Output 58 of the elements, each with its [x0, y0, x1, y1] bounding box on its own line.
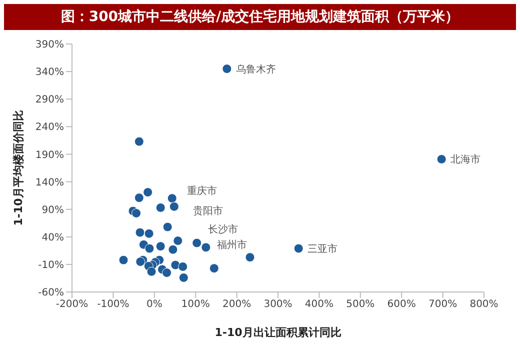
- point: [144, 244, 154, 254]
- y-tick-label: 40%: [42, 232, 64, 244]
- y-tick-label: 140%: [35, 177, 64, 188]
- point: [178, 262, 188, 272]
- x-tick-label: 500%: [346, 299, 375, 310]
- point: [156, 202, 166, 212]
- x-tick-label: 700%: [428, 299, 458, 310]
- point: [156, 242, 166, 252]
- x-tick-label: -100%: [97, 299, 130, 310]
- x-tick-label: 200%: [222, 299, 252, 310]
- y-tick-label: 340%: [35, 67, 64, 78]
- point: [168, 244, 178, 254]
- point: [169, 202, 179, 212]
- point: [132, 208, 142, 218]
- point: [134, 136, 144, 146]
- x-axis-title: 1-10月出让面积累计同比: [214, 326, 342, 339]
- point: [143, 188, 153, 197]
- point: [134, 193, 144, 203]
- point: [162, 222, 172, 232]
- y-axis-title: 1-10月平均楼面价同比: [12, 110, 25, 226]
- point: [436, 154, 446, 164]
- point: [146, 266, 156, 276]
- y-tick-label: 190%: [35, 150, 64, 161]
- point: [209, 264, 219, 274]
- annotation: 贵阳市: [193, 205, 224, 218]
- point: [167, 194, 177, 204]
- point: [162, 268, 172, 278]
- y-tick-label: 240%: [35, 122, 64, 134]
- point: [294, 244, 304, 254]
- x-tick-label: 800%: [470, 299, 498, 310]
- annotation: 乌鲁木齐: [236, 63, 276, 76]
- x-tick-label: -200%: [56, 299, 88, 310]
- point: [192, 238, 202, 248]
- annotation: 三亚市: [308, 242, 338, 255]
- point: [222, 64, 232, 74]
- annotation: 重庆市: [187, 184, 218, 197]
- point: [136, 256, 146, 266]
- x-tick-label: 0%: [146, 299, 162, 310]
- annotation: 福州市: [216, 238, 247, 251]
- point: [178, 272, 188, 282]
- y-tick-label: -60%: [38, 288, 64, 299]
- y-tick-label: 290%: [35, 94, 64, 106]
- point: [173, 236, 183, 246]
- point: [144, 228, 154, 238]
- annotation: 长沙市: [208, 223, 238, 236]
- x-tick-label: 600%: [387, 299, 416, 310]
- point: [118, 255, 128, 265]
- chart-title: 图：300城市中二线供给/成交住宅用地规划建筑面积（万平米）: [4, 4, 516, 30]
- point: [245, 252, 255, 262]
- point: [201, 242, 211, 252]
- x-tick-label: 100%: [181, 299, 210, 310]
- y-tick-label: 390%: [35, 40, 64, 51]
- y-tick-label: -10%: [38, 260, 64, 271]
- y-tick-label: 90%: [42, 204, 64, 216]
- x-tick-label: 400%: [304, 299, 334, 310]
- annotation: 北海市: [450, 154, 481, 166]
- point: [135, 228, 145, 238]
- x-tick-label: 300%: [264, 299, 292, 310]
